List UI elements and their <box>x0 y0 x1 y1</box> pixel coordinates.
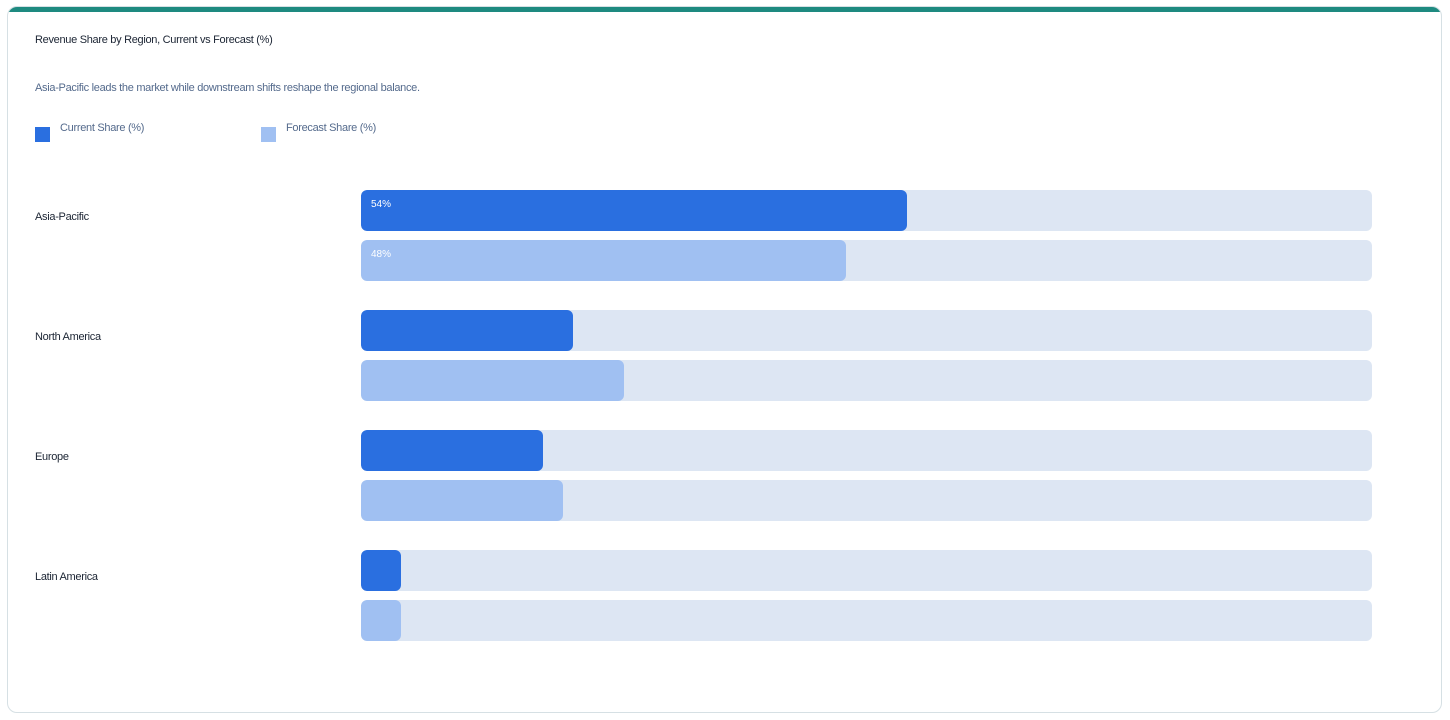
bar-track-latin-america-current <box>361 550 1372 591</box>
bar-track-europe-forecast <box>361 480 1372 521</box>
chart-title: Revenue Share by Region, Current vs Fore… <box>35 34 273 46</box>
card-accent-bar <box>8 7 1441 12</box>
bar-north-america-current[interactable] <box>361 310 574 351</box>
category-label-europe: Europe <box>35 451 69 463</box>
category-label-north-america: North America <box>35 331 101 343</box>
bar-asia-pacific-forecast[interactable] <box>361 240 847 281</box>
bar-latin-america-current[interactable] <box>361 550 402 591</box>
bar-europe-current[interactable] <box>361 430 543 471</box>
legend-swatch-current <box>35 127 50 142</box>
bar-europe-forecast[interactable] <box>361 480 564 521</box>
bar-track-north-america-forecast <box>361 360 1372 401</box>
bar-latin-america-forecast[interactable] <box>361 600 402 641</box>
bar-track-north-america-current <box>361 310 1372 351</box>
chart-card: Revenue Share by Region, Current vs Fore… <box>7 6 1442 713</box>
legend-swatch-forecast <box>261 127 276 142</box>
bar-asia-pacific-current[interactable] <box>361 190 907 231</box>
category-label-asia-pacific: Asia-Pacific <box>35 211 89 223</box>
bar-value-label-asia-pacific-forecast: 48% <box>371 249 392 260</box>
bar-value-label-asia-pacific-current: 54% <box>371 199 392 210</box>
bar-track-latin-america-forecast <box>361 600 1372 641</box>
bar-track-asia-pacific-forecast: 48% <box>361 240 1372 281</box>
category-label-latin-america: Latin America <box>35 571 98 583</box>
legend-label-current: Current Share (%) <box>60 122 145 134</box>
bar-track-asia-pacific-current: 54% <box>361 190 1372 231</box>
chart-plot-area: Asia-Pacific 54% 48% North America Europe Lat… <box>8 7 1441 712</box>
legend-label-forecast: Forecast Share (%) <box>286 122 376 134</box>
chart-subtitle: Asia-Pacific leads the market while down… <box>35 82 420 94</box>
bar-track-europe-current <box>361 430 1372 471</box>
bar-north-america-forecast[interactable] <box>361 360 624 401</box>
